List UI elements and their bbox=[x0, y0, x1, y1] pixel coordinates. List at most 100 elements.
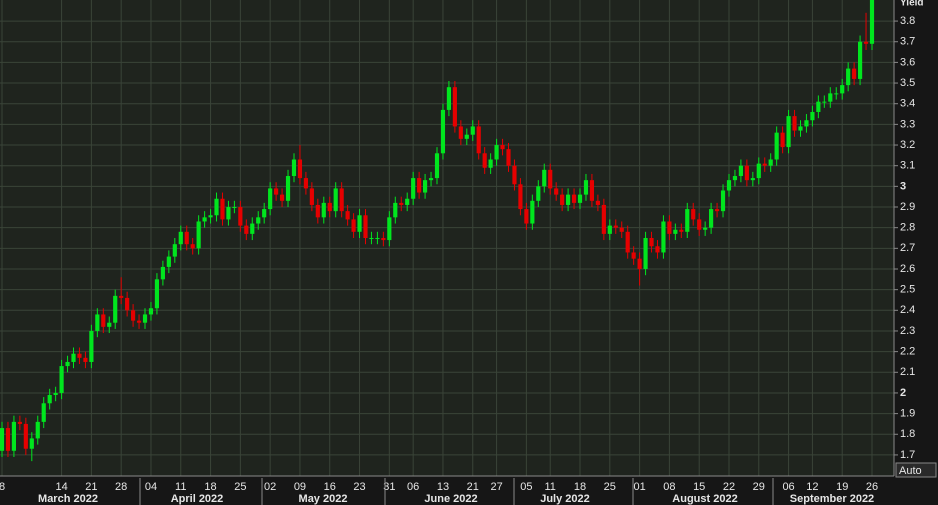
candle-body bbox=[35, 421, 40, 439]
y-tick-label: 3.4 bbox=[900, 98, 915, 110]
x-tick-label: 25 bbox=[234, 481, 246, 493]
candle-body bbox=[822, 101, 827, 103]
candle-body bbox=[750, 178, 755, 181]
candle-body bbox=[619, 227, 624, 232]
candle-body bbox=[774, 132, 779, 160]
candle-body bbox=[107, 322, 112, 327]
candle-body bbox=[434, 153, 440, 179]
x-tick-label: 15 bbox=[693, 481, 705, 493]
candle-body bbox=[560, 194, 565, 205]
x-tick-label: 19 bbox=[836, 481, 848, 493]
candle-body bbox=[744, 165, 749, 181]
candle-body bbox=[131, 310, 136, 321]
y-tick-label: 2.6 bbox=[900, 263, 915, 275]
candle-body bbox=[238, 207, 243, 226]
x-tick-label: 29 bbox=[753, 481, 765, 493]
candle-body bbox=[47, 395, 52, 404]
candle-body bbox=[345, 211, 350, 220]
candle-body bbox=[852, 68, 857, 79]
candle-body bbox=[119, 295, 124, 298]
candle-body bbox=[321, 202, 326, 218]
candle-body bbox=[780, 132, 785, 148]
candle-body bbox=[214, 198, 219, 216]
candle-body bbox=[714, 209, 720, 212]
y-tick-label: 2.9 bbox=[900, 201, 915, 213]
candle-body bbox=[440, 109, 446, 154]
month-label: April 2022 bbox=[171, 493, 224, 505]
candle-body bbox=[0, 428, 5, 451]
month-label: May 2022 bbox=[299, 493, 348, 505]
candle-body bbox=[536, 186, 541, 201]
candle-body bbox=[136, 320, 142, 323]
y-tick-label: 3.8 bbox=[900, 15, 915, 27]
candle-body bbox=[679, 229, 684, 232]
candle-body bbox=[303, 178, 308, 189]
x-tick-label: 16 bbox=[324, 481, 336, 493]
candle-body bbox=[530, 200, 535, 224]
candle-body bbox=[488, 159, 493, 168]
candle-body bbox=[595, 200, 600, 205]
candle-body bbox=[500, 145, 505, 150]
x-tick-label: 06 bbox=[782, 481, 794, 493]
x-tick-label: 01 bbox=[633, 481, 645, 493]
candle-body bbox=[649, 238, 654, 247]
candle-body bbox=[691, 209, 696, 220]
candle-body bbox=[375, 238, 380, 239]
candle-body bbox=[333, 188, 338, 212]
candle-body bbox=[738, 165, 743, 177]
x-tick-label: 18 bbox=[204, 481, 216, 493]
candle-body bbox=[279, 194, 285, 201]
candle-body bbox=[697, 219, 702, 230]
candle-body bbox=[834, 93, 839, 95]
candle-body bbox=[71, 353, 76, 362]
x-tick-label: 21 bbox=[467, 481, 479, 493]
candle-body bbox=[327, 202, 332, 212]
candle-body bbox=[840, 85, 845, 94]
auto-button-label[interactable]: Auto bbox=[899, 465, 922, 477]
y-tick-label: 3.3 bbox=[900, 118, 915, 130]
candle-body bbox=[869, 0, 875, 44]
x-tick-label: 26 bbox=[866, 481, 878, 493]
candle-body bbox=[863, 41, 869, 44]
y-tick-label: 2.3 bbox=[900, 325, 915, 337]
candle-body bbox=[643, 238, 648, 269]
candle-body bbox=[65, 361, 70, 367]
candle-body bbox=[125, 297, 130, 311]
candle-body bbox=[720, 190, 726, 212]
y-tick-label: 1.7 bbox=[900, 449, 915, 461]
y-tick-label: 3.1 bbox=[900, 160, 915, 172]
candle-body bbox=[309, 188, 314, 205]
candle-body bbox=[357, 215, 362, 232]
candle-body bbox=[160, 266, 165, 280]
candles bbox=[0, 0, 875, 462]
candle-body bbox=[285, 176, 291, 201]
y-tick-label: 2.5 bbox=[900, 284, 915, 296]
candle-body bbox=[798, 126, 803, 131]
candle-body bbox=[315, 204, 320, 218]
x-tick-label: 13 bbox=[437, 481, 449, 493]
y-tick-label: 3.7 bbox=[900, 36, 915, 48]
candle-body bbox=[625, 231, 630, 253]
candle-body bbox=[262, 209, 267, 218]
y-tick-label: 1.8 bbox=[900, 428, 915, 440]
month-label: August 2022 bbox=[672, 493, 737, 505]
y-tick-label: 2.8 bbox=[900, 222, 915, 234]
auto-button[interactable] bbox=[895, 462, 937, 478]
candle-body bbox=[542, 169, 547, 187]
candle-body bbox=[518, 184, 523, 210]
candle-body bbox=[89, 330, 94, 362]
candle-body bbox=[339, 188, 344, 212]
month-label: March 2022 bbox=[38, 493, 98, 505]
candle-body bbox=[828, 93, 833, 102]
candle-body bbox=[417, 178, 422, 193]
candle-body bbox=[804, 120, 809, 127]
candle-body bbox=[148, 308, 154, 315]
x-tick-label: 11 bbox=[545, 481, 556, 493]
candle-body bbox=[709, 209, 714, 228]
candle-body bbox=[589, 180, 595, 201]
candle-body bbox=[256, 217, 261, 224]
candle-body bbox=[458, 126, 463, 139]
candle-body bbox=[762, 163, 767, 166]
y-tick-label: 3.5 bbox=[900, 77, 915, 89]
